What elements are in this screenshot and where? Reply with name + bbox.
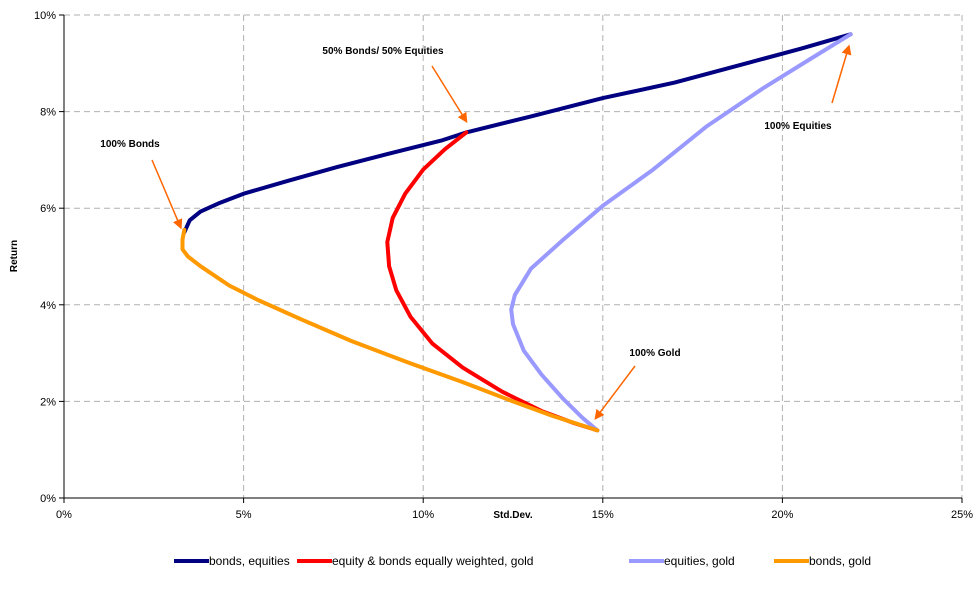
annotation-arrow xyxy=(831,44,852,104)
x-tick-label: 0% xyxy=(56,509,72,521)
y-tick-label: 4% xyxy=(40,300,56,312)
series-lines xyxy=(180,32,853,433)
series-line xyxy=(182,32,853,235)
legend-label: bonds, gold xyxy=(809,554,871,568)
y-tick-label: 6% xyxy=(40,203,56,215)
axes: 0% 5% 10% 15% 20% 25% 0% 2% 4% 6% 8% 10% xyxy=(34,10,973,521)
annotation-arrow xyxy=(431,65,468,123)
annotation-arrow xyxy=(594,365,636,420)
legend-label: equity & bonds equally weighted, gold xyxy=(332,554,533,568)
annotations: 50% Bonds/ 50% Equities 100% Bonds 100% Eq… xyxy=(100,44,852,420)
y-tick-label: 0% xyxy=(40,493,56,505)
x-axis-title: Std.Dev. xyxy=(493,510,532,521)
series-line xyxy=(180,227,600,433)
y-tick-label: 8% xyxy=(40,107,56,119)
x-tick-label: 5% xyxy=(236,509,252,521)
legend-label: equities, gold xyxy=(664,554,735,568)
x-tick-label: 20% xyxy=(771,509,793,521)
y-tick-label: 10% xyxy=(34,10,56,22)
series-line xyxy=(509,32,853,433)
annotation-label: 50% Bonds/ 50% Equities xyxy=(322,46,444,57)
annotation-label: 100% Bonds xyxy=(100,139,160,150)
legend-label: bonds, equities xyxy=(209,554,290,568)
legend: bonds, equities equity & bonds equally we… xyxy=(174,554,871,568)
y-tick-label: 2% xyxy=(40,396,56,408)
x-tick-label: 25% xyxy=(951,509,973,521)
annotation-label: 100% Gold xyxy=(629,348,680,359)
y-axis-title: Return xyxy=(9,240,20,272)
series-line xyxy=(385,130,600,433)
x-tick-label: 10% xyxy=(412,509,434,521)
x-tick-label: 15% xyxy=(592,509,614,521)
annotation-arrow xyxy=(151,159,183,230)
grid-lines xyxy=(64,14,963,498)
annotation-label: 100% Equities xyxy=(764,121,832,132)
